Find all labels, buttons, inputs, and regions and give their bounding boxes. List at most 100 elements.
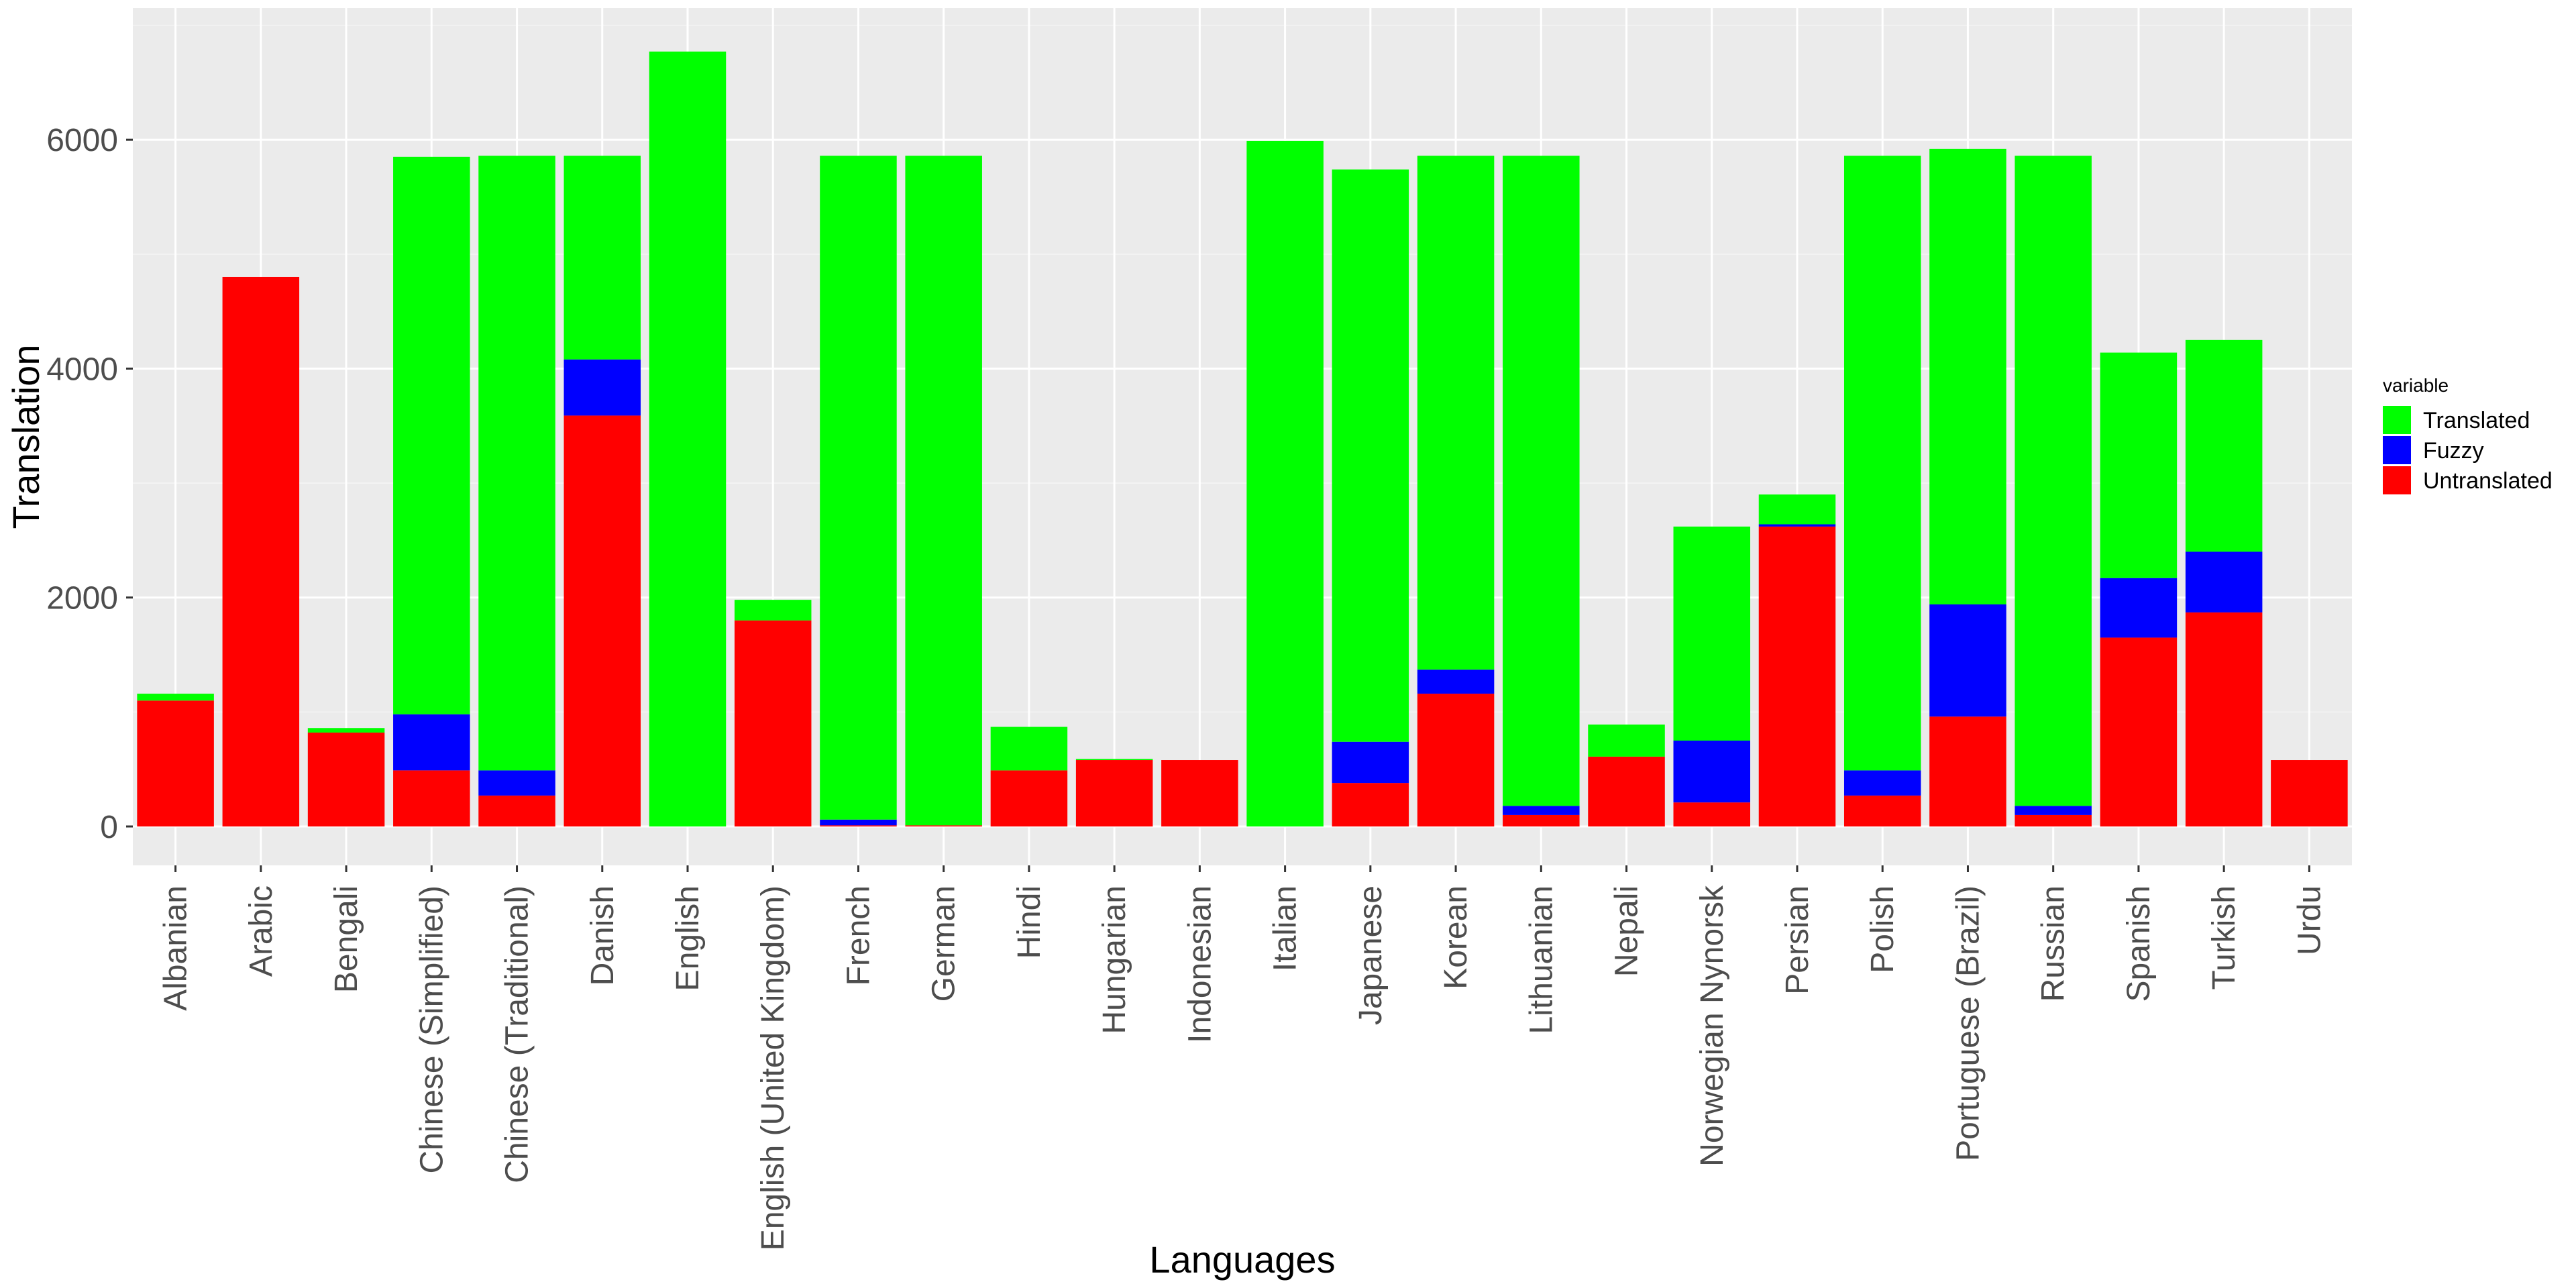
bar-translated-3: [307, 728, 385, 733]
bar-untranslated-2: [222, 276, 300, 826]
bar-translated-23: [2015, 156, 2092, 806]
bar-fuzzy-25: [2185, 551, 2263, 612]
y-axis-title: Translation: [5, 345, 47, 529]
bar-translated-6: [564, 156, 641, 360]
x-tick-label: Chinese (Simplified): [414, 885, 449, 1174]
bar-fuzzy-16: [1417, 669, 1495, 694]
x-tick-label: French: [841, 885, 876, 985]
x-tick-label: Hungarian: [1097, 885, 1132, 1034]
bar-translated-7: [649, 51, 727, 826]
bar-translated-16: [1417, 156, 1495, 670]
bar-translated-18: [1588, 724, 1665, 757]
bar-translated-1: [137, 694, 214, 701]
bar-translated-17: [1503, 156, 1580, 806]
bar-untranslated-12: [1075, 760, 1153, 826]
bar-fuzzy-15: [1332, 741, 1409, 784]
y-tick-label: 6000: [46, 123, 118, 158]
legend-label-untranslated: Untranslated: [2423, 468, 2553, 494]
bar-untranslated-26: [2271, 760, 2348, 826]
bar-translated-24: [2100, 352, 2178, 578]
x-tick-label: Spanish: [2121, 885, 2157, 1002]
bar-untranslated-15: [1332, 783, 1409, 826]
bar-untranslated-16: [1417, 694, 1495, 826]
bar-translated-20: [1758, 494, 1836, 525]
bar-untranslated-24: [2100, 637, 2178, 826]
bar-untranslated-8: [734, 620, 812, 826]
bar-translated-8: [734, 600, 812, 621]
y-tick-label: 2000: [46, 581, 118, 616]
legend-swatch-translated: [2383, 406, 2411, 434]
bar-fuzzy-20: [1758, 524, 1836, 527]
x-tick-label: Persian: [1780, 885, 1815, 995]
bar-fuzzy-19: [1673, 741, 1751, 803]
bar-untranslated-25: [2185, 612, 2263, 826]
x-tick-label: Hindi: [1012, 885, 1047, 959]
x-tick-label: Albanian: [158, 885, 194, 1011]
x-axis-title: Languages: [1149, 1238, 1335, 1281]
x-tick-label: English (United Kingdom): [755, 885, 791, 1250]
bar-translated-19: [1673, 526, 1751, 741]
x-tick-label: Indonesian: [1182, 885, 1218, 1043]
y-tick-label: 4000: [46, 352, 118, 387]
x-tick-label: German: [926, 885, 962, 1002]
bar-translated-15: [1332, 169, 1409, 742]
bar-untranslated-18: [1588, 756, 1665, 826]
bar-translated-21: [1843, 156, 1921, 771]
legend-swatch-fuzzy: [2383, 436, 2411, 464]
bar-fuzzy-5: [478, 770, 555, 796]
x-tick-label: Urdu: [2292, 885, 2327, 955]
bar-untranslated-19: [1673, 802, 1751, 826]
legend-title: variable: [2383, 375, 2449, 396]
bars: [137, 51, 2348, 826]
bar-fuzzy-23: [2015, 806, 2092, 815]
x-tick-label: Polish: [1865, 885, 1900, 973]
bar-untranslated-20: [1758, 526, 1836, 826]
axes: 0 2000 4000 6000 Albanian Arabic Bengali Chines…: [46, 123, 2327, 1250]
bar-untranslated-6: [564, 415, 641, 826]
bar-untranslated-4: [393, 770, 470, 826]
bar-untranslated-1: [137, 700, 214, 826]
x-tick-label: Russian: [2036, 885, 2072, 1002]
x-tick-label: Japanese: [1353, 885, 1389, 1025]
x-tick-label: Chinese (Traditional): [500, 885, 535, 1183]
x-tick-label: Korean: [1438, 885, 1474, 989]
x-tick-label: Nepali: [1609, 885, 1645, 977]
bar-translated-12: [1075, 759, 1153, 761]
bar-untranslated-3: [307, 733, 385, 826]
bar-translated-5: [478, 156, 555, 771]
x-tick-label: Lithuanian: [1523, 885, 1559, 1034]
bar-fuzzy-17: [1503, 806, 1580, 815]
bar-untranslated-11: [990, 770, 1068, 826]
x-tick-label: Danish: [585, 885, 621, 985]
bar-fuzzy-21: [1843, 770, 1921, 796]
legend-label-translated: Translated: [2423, 408, 2530, 433]
bar-untranslated-21: [1843, 795, 1921, 826]
bar-translated-10: [905, 156, 982, 826]
bar-translated-9: [820, 156, 897, 820]
legend: variable Translated Fuzzy Untranslated: [2383, 375, 2553, 494]
bar-untranslated-22: [1929, 716, 2006, 826]
bar-fuzzy-9: [820, 819, 897, 826]
bar-untranslated-10: [905, 825, 982, 826]
x-tick-label: Italian: [1268, 885, 1303, 971]
bar-translated-22: [1929, 148, 2006, 604]
bar-translated-25: [2185, 339, 2263, 552]
bar-fuzzy-6: [564, 359, 641, 416]
bar-untranslated-5: [478, 795, 555, 826]
x-tick-label: Norwegian Nynorsk: [1695, 885, 1730, 1167]
x-tick-label: Arabic: [244, 885, 279, 977]
bar-fuzzy-24: [2100, 578, 2178, 638]
bar-translated-4: [393, 156, 470, 714]
bar-untranslated-13: [1161, 760, 1238, 826]
x-tick-label: Turkish: [2206, 885, 2242, 990]
legend-label-fuzzy: Fuzzy: [2423, 438, 2484, 464]
y-tick-label: 0: [100, 810, 118, 845]
bar-fuzzy-4: [393, 714, 470, 771]
bar-fuzzy-22: [1929, 604, 2006, 717]
bar-untranslated-17: [1503, 814, 1580, 826]
bar-translated-14: [1246, 140, 1324, 826]
x-tick-label: Bengali: [329, 885, 364, 993]
bar-untranslated-23: [2015, 814, 2092, 826]
